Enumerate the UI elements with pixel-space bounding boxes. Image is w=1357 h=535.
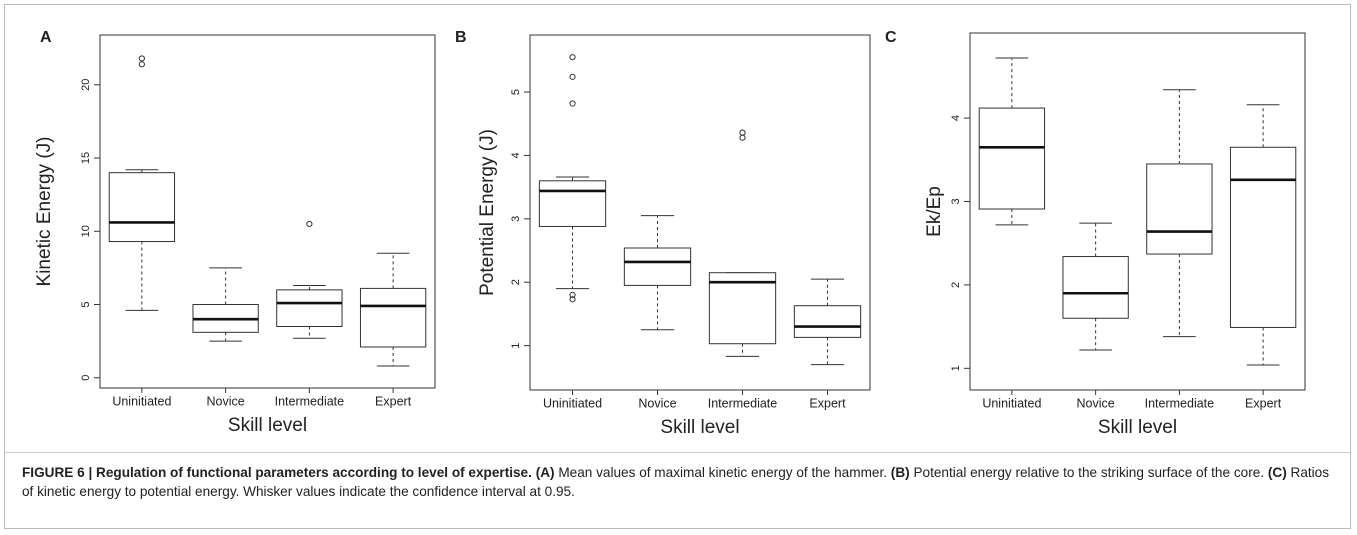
panel-label: B bbox=[455, 29, 467, 46]
x-tick-label: Intermediate bbox=[1145, 396, 1215, 410]
y-tick-label: 3 bbox=[950, 198, 962, 204]
box bbox=[623, 247, 692, 286]
y-tick-label: 4 bbox=[510, 152, 522, 158]
x-tick-label: Uninitiated bbox=[982, 396, 1041, 410]
y-tick-label: 2 bbox=[510, 279, 522, 285]
x-tick-label: Novice bbox=[638, 396, 676, 410]
y-tick-label: 15 bbox=[80, 152, 92, 164]
box bbox=[978, 107, 1046, 210]
x-tick-label: Novice bbox=[207, 394, 245, 408]
x-axis-label: Skill level bbox=[1098, 417, 1177, 438]
y-tick-label: 5 bbox=[80, 301, 92, 307]
caption-run: FIGURE 6 | Regulation of functional para… bbox=[22, 465, 532, 480]
box bbox=[276, 289, 343, 327]
plot-frame bbox=[99, 34, 436, 389]
caption-rule bbox=[5, 452, 1350, 453]
y-axis-label: Kinetic Energy (J) bbox=[34, 137, 55, 287]
outlier bbox=[569, 291, 576, 299]
caption-run: (C) bbox=[1267, 465, 1287, 480]
caption-run: (A) bbox=[535, 465, 555, 480]
box bbox=[108, 172, 176, 243]
x-tick-label: Uninitiated bbox=[543, 396, 602, 410]
panel-label: A bbox=[40, 29, 52, 46]
caption-run: Potential energy relative to the strikin… bbox=[909, 465, 1268, 480]
box bbox=[1146, 163, 1213, 255]
plot-frame bbox=[529, 34, 871, 391]
caption: FIGURE 6 | Regulation of functional para… bbox=[22, 463, 1337, 501]
x-axis-label: Skill level bbox=[660, 417, 739, 438]
box bbox=[793, 305, 862, 338]
caption-run: Mean values of maximal kinetic energy of… bbox=[554, 465, 891, 480]
x-tick-label: Expert bbox=[375, 394, 412, 408]
y-tick-label: 4 bbox=[950, 115, 962, 121]
y-tick-label: 1 bbox=[950, 365, 962, 371]
outlier bbox=[569, 296, 576, 303]
figure-frame bbox=[4, 4, 1351, 529]
x-axis-label: Skill level bbox=[228, 415, 307, 436]
box bbox=[538, 180, 607, 227]
x-tick-label: Expert bbox=[1245, 396, 1282, 410]
y-tick-label: 1 bbox=[510, 343, 522, 349]
plot-frame bbox=[969, 32, 1306, 391]
y-axis-label: Ek/Ep bbox=[924, 186, 945, 237]
y-axis-label: Potential Energy (J) bbox=[477, 129, 498, 296]
outlier bbox=[569, 100, 576, 107]
caption-run: Ratios of kinetic energy to potential en… bbox=[22, 465, 1333, 499]
caption-run: (B) bbox=[890, 465, 910, 480]
x-tick-label: Intermediate bbox=[275, 394, 345, 408]
x-tick-label: Expert bbox=[809, 396, 846, 410]
y-tick-label: 3 bbox=[510, 216, 522, 222]
outlier bbox=[569, 73, 576, 80]
y-tick-label: 20 bbox=[80, 79, 92, 91]
y-tick-label: 0 bbox=[80, 375, 92, 381]
outlier bbox=[138, 55, 145, 62]
outlier bbox=[306, 220, 313, 228]
x-tick-label: Intermediate bbox=[708, 396, 778, 410]
outlier bbox=[569, 54, 576, 61]
box bbox=[708, 272, 777, 345]
x-tick-label: Novice bbox=[1077, 396, 1115, 410]
y-tick-label: 5 bbox=[510, 89, 522, 95]
box bbox=[1062, 256, 1129, 319]
x-tick-label: Uninitiated bbox=[112, 394, 171, 408]
y-tick-label: 10 bbox=[80, 225, 92, 237]
box bbox=[359, 287, 427, 348]
panel-label: C bbox=[885, 29, 897, 46]
y-tick-label: 2 bbox=[950, 282, 962, 288]
outlier bbox=[138, 61, 145, 68]
outlier bbox=[739, 134, 746, 141]
outlier bbox=[739, 129, 746, 136]
box bbox=[1229, 146, 1297, 328]
